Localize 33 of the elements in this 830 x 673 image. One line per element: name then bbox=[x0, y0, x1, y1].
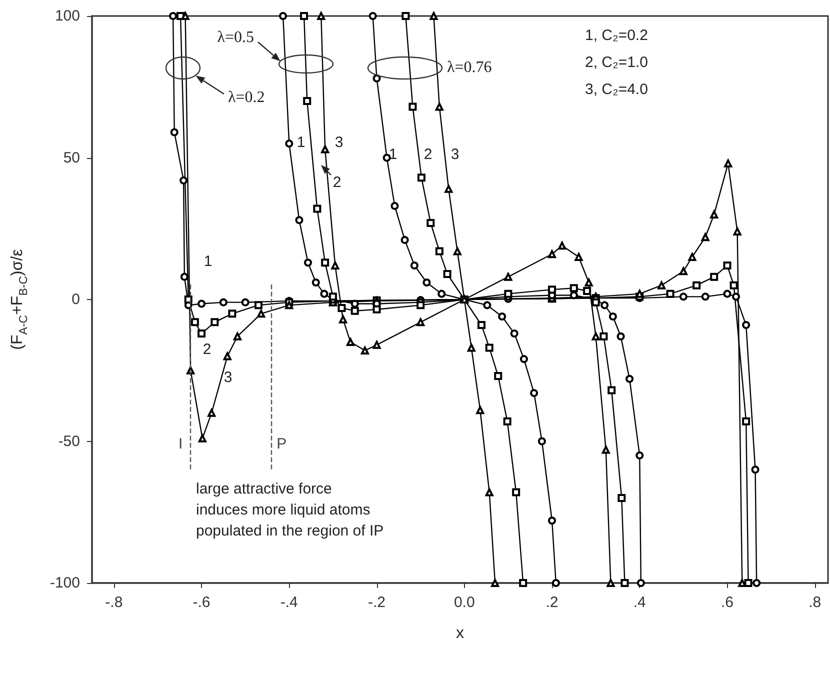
annotation: 1 bbox=[388, 146, 398, 163]
y-tick-label: 0 bbox=[72, 291, 80, 308]
x-tick-label: .4 bbox=[633, 594, 646, 611]
x-tick-label: 0.0 bbox=[454, 594, 475, 611]
x-tick-label: -.2 bbox=[368, 594, 386, 611]
ref-line-label: I bbox=[178, 435, 183, 452]
annotation: 2 bbox=[332, 174, 342, 191]
annotation: 3 bbox=[224, 368, 232, 386]
annotation: 1 bbox=[204, 252, 212, 270]
y-tick-label: -50 bbox=[58, 432, 80, 450]
annotation: 3 bbox=[334, 134, 344, 151]
annotation: 1 bbox=[296, 134, 306, 151]
y-tick-label: 100 bbox=[54, 8, 80, 24]
x-tick-label: .8 bbox=[808, 594, 822, 611]
annotation: λ=0.76 bbox=[447, 58, 492, 76]
x-tick-label: -.4 bbox=[280, 594, 298, 611]
x-tick-label: -.8 bbox=[105, 594, 123, 611]
annotation: 3 bbox=[450, 146, 460, 163]
y-tick-label: -100 bbox=[50, 574, 80, 592]
annotation: large attractive force induces more liquid atoms populated in the region of IP bbox=[196, 480, 384, 540]
annotation: 2 bbox=[424, 146, 432, 163]
annotation: λ=0.2 bbox=[228, 88, 265, 106]
ref-line-label: P bbox=[276, 435, 287, 452]
annotation: 3, C₂=4.0 bbox=[585, 80, 648, 98]
x-tick-label: -.6 bbox=[192, 594, 210, 611]
x-tick-label: .6 bbox=[720, 594, 734, 611]
annotation: λ=0.5 bbox=[217, 28, 254, 46]
annotation: 2 bbox=[202, 340, 212, 358]
y-tick-label: 50 bbox=[63, 149, 80, 166]
annotation: 2, C₂=1.0 bbox=[585, 54, 648, 71]
annotation: 1, C₂=0.2 bbox=[585, 26, 648, 44]
x-tick-label: .2 bbox=[546, 594, 558, 611]
x-axis-title: x bbox=[456, 625, 464, 642]
